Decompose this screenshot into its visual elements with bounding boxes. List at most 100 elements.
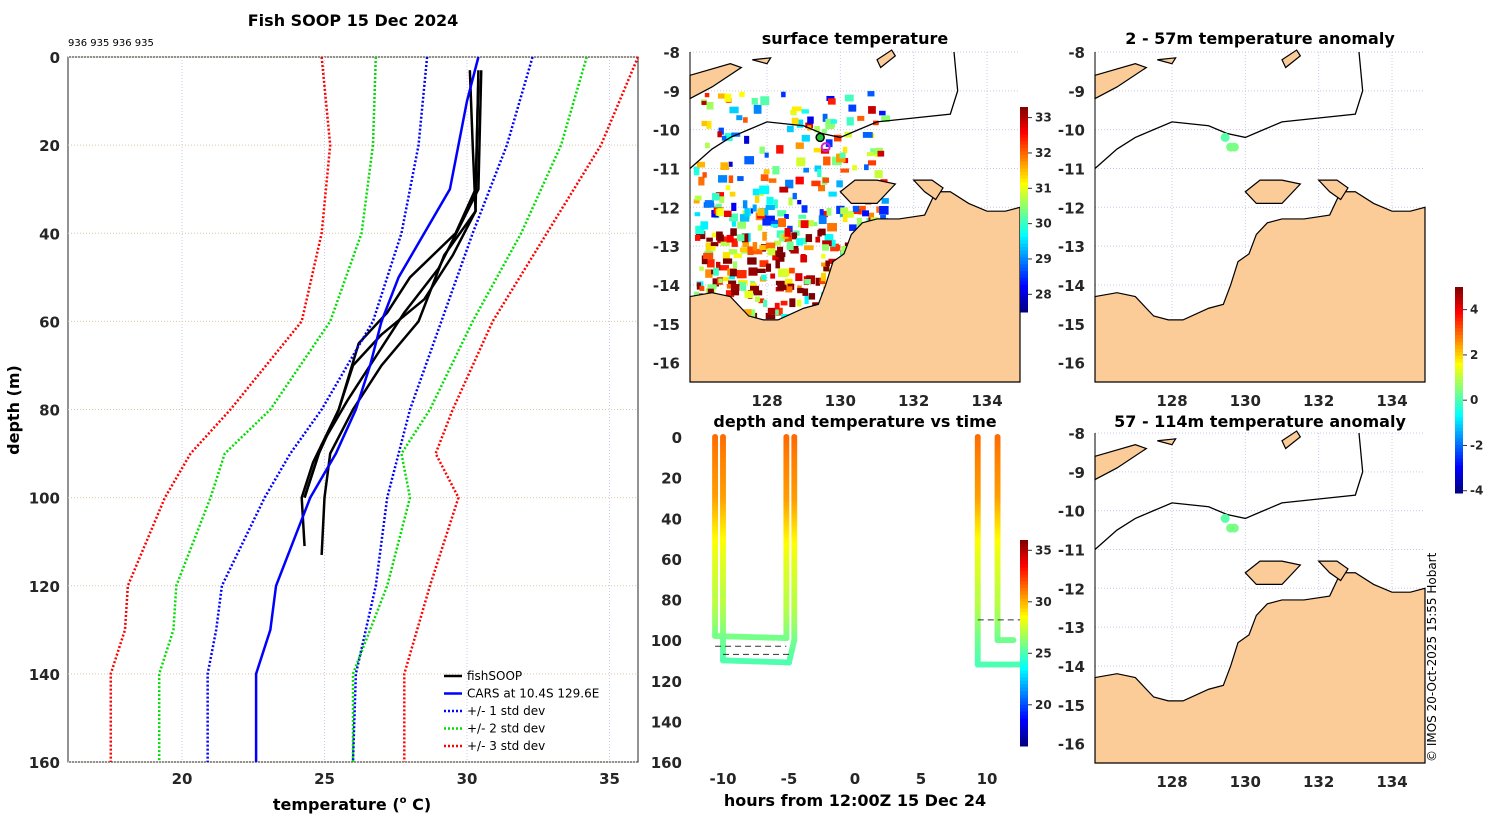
std2-line [351, 56, 588, 762]
sst-pixel [705, 242, 712, 252]
sst-colorbar-segment [1020, 113, 1028, 118]
sst-colorbar-segment [1020, 253, 1028, 258]
sst-pixel [798, 214, 807, 219]
sst-pixel [795, 176, 804, 185]
sst-pixel [743, 117, 748, 123]
sst-pixel [707, 284, 717, 289]
lon-tick-label: 130 [1230, 392, 1261, 410]
sst-pixel [781, 91, 786, 98]
temperature-colorbar-tick-label: 35 [1035, 543, 1052, 557]
sst-pixel [791, 232, 798, 240]
anomaly-dot [1229, 523, 1239, 533]
shelf-contour [689, 51, 959, 169]
sst-pixel [879, 205, 889, 215]
legend-label: fishSOOP [467, 669, 522, 683]
legend-label: +/- 1 std dev [467, 704, 545, 718]
sst-pixel [744, 156, 755, 165]
lat-tick-label: -8 [663, 44, 680, 62]
sst-pixel [822, 177, 830, 183]
fish-line [303, 70, 483, 499]
sst-pixel [823, 156, 831, 166]
sst-pixel [858, 205, 866, 215]
anomaly-colorbar-segment [1455, 341, 1463, 346]
anomaly-colorbar-segment [1455, 403, 1463, 408]
sst-pixel [752, 242, 758, 251]
temperature-colorbar-tick-label: 20 [1035, 698, 1052, 712]
anomaly-colorbar-segment [1455, 383, 1463, 388]
anomaly-colorbar-segment [1455, 287, 1463, 291]
sst-pixel [877, 150, 885, 157]
sst-pixel [817, 229, 822, 237]
profile-ylabel: depth (m) [4, 365, 23, 455]
sst-pixel [780, 300, 788, 306]
sst-pixel [760, 174, 769, 182]
sst-colorbar-segment [1020, 226, 1028, 231]
sst-pixel [786, 241, 794, 251]
time-tick-label: 10 [977, 770, 998, 788]
island [1281, 430, 1302, 450]
sst-pixel [750, 282, 757, 288]
sst-colorbar-segment [1020, 127, 1028, 132]
anomaly-bottom-title: 57 - 114m temperature anomaly [1114, 412, 1406, 431]
sst-colorbar-segment [1020, 137, 1028, 142]
sst-pixel [791, 117, 799, 126]
temperature-colorbar-tick-label: 25 [1035, 646, 1052, 660]
shelf-contour [1094, 51, 1364, 169]
anomaly-colorbar-segment [1455, 431, 1463, 436]
sst-colorbar-segment [1020, 281, 1028, 286]
sst-pixel [801, 205, 808, 213]
anomaly-colorbar-tick-label: 0 [1470, 393, 1478, 407]
anomaly-bottom-map: 128 130 132 134 -8 -9 -10 -11 -12 -13 -14 -15 -16 [1058, 425, 1426, 791]
sst-colorbar-segment [1020, 124, 1028, 128]
profile-subtitle: 936 935 936 935 [68, 38, 154, 49]
sst-pixel [868, 106, 876, 114]
anomaly-top-title: 2 - 57m temperature anomaly [1125, 29, 1395, 48]
sst-pixel [737, 176, 744, 182]
anomaly-colorbar-tick-label: 2 [1470, 348, 1478, 362]
temperature-colorbar-segment [1020, 649, 1028, 654]
sst-colorbar-segment [1020, 158, 1028, 163]
island [1244, 179, 1302, 205]
anomaly-colorbar-segment [1455, 465, 1463, 470]
anomaly-colorbar-segment [1455, 386, 1463, 391]
sst-colorbar-segment [1020, 161, 1028, 166]
sst-colorbar-segment [1020, 233, 1028, 238]
sst-pixel [717, 131, 722, 138]
lon-tick-label: 128 [1156, 392, 1187, 410]
sst-pixel [698, 176, 705, 186]
sst-colorbar-segment [1020, 107, 1028, 111]
lon-tick-label: 132 [1303, 773, 1334, 791]
temperature-colorbar-segment [1020, 581, 1028, 586]
sst-pixel [731, 202, 737, 211]
sst-pixel [736, 234, 745, 242]
sst-pixel [724, 133, 733, 142]
sst-colorbar-segment [1020, 185, 1028, 190]
sst-colorbar-segment [1020, 271, 1028, 275]
temperature-colorbar-segment [1020, 653, 1028, 658]
time-tick-label: -5 [781, 770, 798, 788]
sst-pixel [779, 232, 785, 242]
sst-pixel [755, 296, 760, 302]
temperature-colorbar-segment [1020, 687, 1028, 692]
sst-colorbar-segment [1020, 199, 1028, 204]
sst-pixel [836, 180, 843, 188]
sst-pixel [723, 210, 732, 217]
sst-pixel [704, 200, 714, 208]
sst-pixel [797, 199, 802, 205]
sst-pixel [804, 295, 809, 305]
profile-location-marker [815, 132, 825, 143]
sst-colorbar-segment [1020, 130, 1028, 135]
sst-pixel [713, 267, 719, 276]
sst-pixel [728, 161, 733, 167]
sst-pixel [717, 234, 724, 242]
track-point [791, 434, 798, 440]
sst-colorbar-segment [1020, 243, 1028, 248]
sst-pixel [725, 185, 731, 191]
sst-pixel [731, 238, 738, 247]
sst-pixel [732, 261, 738, 269]
lat-tick-label: -8 [1068, 425, 1085, 443]
sst-pixel [825, 118, 836, 128]
island [1281, 49, 1302, 69]
temperature-colorbar-segment [1020, 564, 1028, 568]
anomaly-colorbar-segment [1455, 472, 1463, 477]
